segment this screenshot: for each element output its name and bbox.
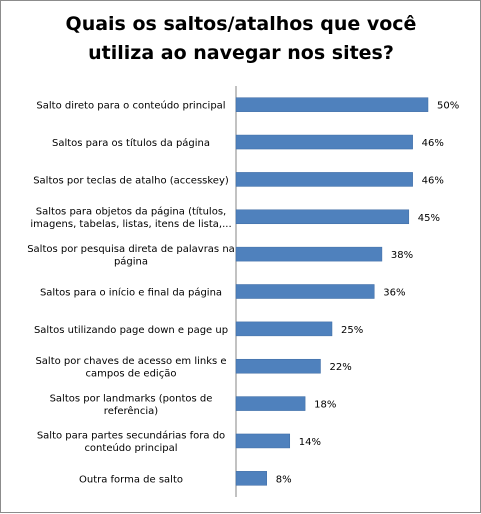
data-label-5: 36% [383,288,405,299]
category-label-4-line-1: página [114,255,148,267]
data-label-10: 8% [276,474,292,485]
data-label-8: 18% [314,400,336,411]
data-labels-group: 50% 46% 46% 45% 38% 36% 25% 22% 18% 14% 8% [276,101,460,486]
data-label-4: 38% [391,250,413,261]
category-label-8-line-1: referência) [104,405,159,417]
data-label-1: 46% [422,138,444,149]
bars-group [235,97,429,486]
bar-4 [235,246,383,262]
category-label-3-line-0: Saltos para objetos da página (títulos, [36,206,226,218]
bar-8 [235,396,306,411]
category-label-1-line-0: Saltos para os títulos da página [52,137,210,149]
bar-0 [235,97,429,112]
category-label-8-line-0: Saltos por landmarks (pontos de [50,393,213,404]
bar-9 [235,433,291,449]
category-label-5-line-0: Saltos para o início e final da página [40,287,222,299]
data-label-0: 50% [437,101,459,112]
bar-1 [235,134,413,150]
category-label-4-line-0: Saltos por pesquisa direta de palavras n… [27,244,235,255]
bar-6 [235,321,333,337]
category-labels-group: Salto direto para o conteúdo principal Sa… [27,100,235,486]
category-label-9-line-0: Salto para partes secundárias fora do [37,430,225,442]
category-label-9-line-1: conteúdo principal [84,442,177,454]
category-label-7-line-1: campos de edição [86,368,177,379]
data-label-9: 14% [299,437,321,448]
data-label-3: 45% [418,213,440,224]
category-label-2-line-0: Saltos por teclas de atalho (accesskey) [33,175,229,186]
chart-title-line-1: Quais os saltos/atalhos que você [66,13,417,35]
data-label-2: 46% [422,175,444,186]
category-label-7-line-0: Salto por chaves de acesso em links e [35,356,226,367]
bar-2 [235,172,413,187]
category-label-6-line-0: Saltos utilizando page down e page up [34,325,228,336]
bar-7 [235,358,321,374]
chart-title-line-2: utiliza ao navegar nos sites? [88,42,394,64]
category-label-0-line-0: Salto direto para o conteúdo principal [36,100,225,112]
data-label-6: 25% [341,325,363,336]
bar-10 [235,471,267,486]
data-label-7: 22% [329,362,351,373]
bar-3 [235,209,410,225]
bar-5 [235,284,375,299]
category-label-3-line-1: imagens, tabelas, listas, itens de lista… [30,219,231,230]
category-label-10-line-0: Outra forma de salto [79,474,183,485]
